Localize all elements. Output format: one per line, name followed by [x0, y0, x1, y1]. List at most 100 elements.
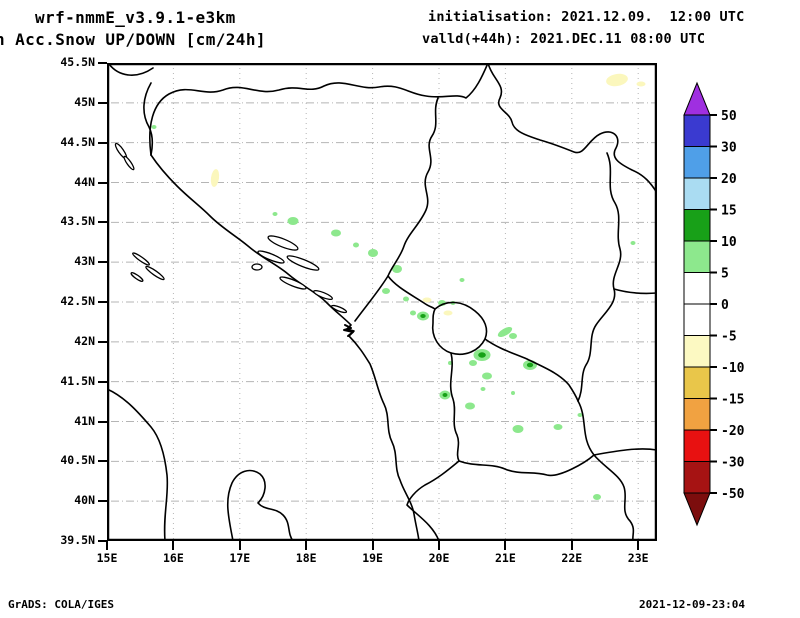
lat-tick: [98, 261, 107, 264]
snow-area: [287, 217, 299, 225]
island: [132, 252, 150, 266]
snow-area-core: [526, 362, 534, 368]
colorbar-segment: [683, 177, 711, 210]
lon-tick-label: 23E: [627, 551, 649, 565]
adriatic-islands: [114, 142, 348, 314]
lat-tick-label: 40.5N: [60, 453, 95, 468]
colorbar-label: -50: [721, 487, 745, 502]
lat-tick-label: 45.5N: [60, 55, 95, 69]
island: [313, 289, 333, 301]
lat-tick: [98, 181, 107, 184]
map-canvas: [107, 63, 657, 541]
border-croatia-north-arc: [149, 63, 489, 156]
lon-tick: [305, 541, 308, 550]
border-albania-greece: [406, 460, 460, 541]
lat-tick-label: 43N: [74, 254, 95, 269]
snow-area: [331, 229, 341, 237]
snow-area: [465, 402, 475, 410]
border-greece-spur: [593, 448, 657, 456]
lat-tick-label: 45N: [74, 94, 95, 109]
lat-tick: [98, 101, 107, 104]
snow-area: [403, 296, 409, 302]
snow-area: [511, 391, 515, 395]
border-kosovo: [431, 301, 488, 355]
island: [279, 276, 307, 290]
lat-tick: [98, 540, 107, 542]
colorbar-segment: [683, 429, 711, 462]
island: [330, 304, 348, 314]
coast-italy-south: [226, 469, 294, 541]
lon-tick-label: 19E: [362, 551, 383, 565]
snow-area: [577, 413, 583, 417]
snow-area: [553, 424, 563, 430]
island: [257, 250, 285, 264]
snow-area: [272, 212, 278, 216]
lat-tick: [98, 141, 107, 144]
melt-area: [443, 310, 453, 316]
snow-area: [382, 288, 390, 294]
colorbar-segment: [683, 146, 711, 179]
snow-area: [593, 494, 601, 500]
border-drina: [387, 97, 439, 277]
lon-tick: [504, 541, 507, 550]
creation-timestamp: 2021-12-09-23:04: [639, 598, 745, 611]
colorbar-label: 15: [721, 204, 737, 219]
border-macedonia-east: [577, 400, 635, 541]
snow-area: [448, 361, 452, 365]
snow-area: [509, 333, 517, 339]
lat-tick: [98, 380, 107, 383]
border-montenegro-serbia: [387, 275, 436, 310]
lat-tick: [98, 221, 107, 224]
lon-tick: [238, 541, 241, 550]
border-serbia-east: [577, 152, 622, 402]
lat-tick: [98, 420, 107, 423]
map-plot-area: [107, 63, 657, 541]
valid-time-label: valld(+44h): 2021.DEC.11 08:00 UTC: [422, 31, 706, 47]
lat-tick-label: 44N: [74, 174, 95, 189]
lon-tick: [637, 541, 640, 550]
product-title: h Acc.Snow UP/DOWN [cm/24h]: [0, 30, 266, 49]
colorbar-bottom-arrow: [683, 492, 711, 527]
border-kosovo-macedonia: [484, 338, 579, 402]
island: [123, 155, 135, 171]
snow-area: [368, 249, 378, 257]
colorbar-label: -20: [721, 424, 745, 439]
snow-area: [392, 265, 402, 273]
coast-italy-east: [107, 388, 169, 541]
colorbar-label: -30: [721, 456, 745, 471]
snow-area: [353, 242, 359, 248]
colorbar-segment: [683, 240, 711, 273]
colorbar-segment: [683, 303, 711, 336]
snow-area: [410, 310, 416, 316]
lat-tick: [98, 460, 107, 463]
lon-tick-label: 21E: [495, 551, 516, 565]
snow-area: [482, 372, 492, 380]
melt-area: [606, 73, 628, 87]
lon-tick: [438, 541, 440, 550]
lon-tick-label: 18E: [295, 551, 317, 565]
lon-tick: [371, 541, 374, 550]
snow-area: [151, 125, 157, 129]
colorbar-label: 5: [721, 267, 729, 282]
border-macedonia-south: [458, 454, 595, 477]
coast-trieste: [108, 63, 154, 76]
gridlines: [107, 63, 657, 541]
colorbar-label: 30: [721, 141, 737, 156]
colorbar-segment: [683, 209, 711, 242]
lat-tick: [98, 340, 107, 343]
lat-tick-label: 42.5N: [60, 294, 95, 308]
border-danube: [487, 63, 657, 194]
island: [267, 235, 299, 251]
lon-tick-label: 22E: [561, 551, 583, 565]
colorbar-label: -15: [721, 393, 744, 408]
lat-tick-label: 40N: [74, 493, 95, 508]
colorbar-segment: [683, 335, 711, 368]
snow-area: [630, 241, 636, 245]
snow-area: [512, 425, 524, 433]
lat-tick: [98, 301, 107, 303]
init-time-label: initialisation: 2021.12.09. 12:00 UTC: [428, 9, 745, 25]
island: [130, 272, 144, 282]
snow-area: [480, 387, 486, 391]
melt-area: [210, 169, 220, 187]
